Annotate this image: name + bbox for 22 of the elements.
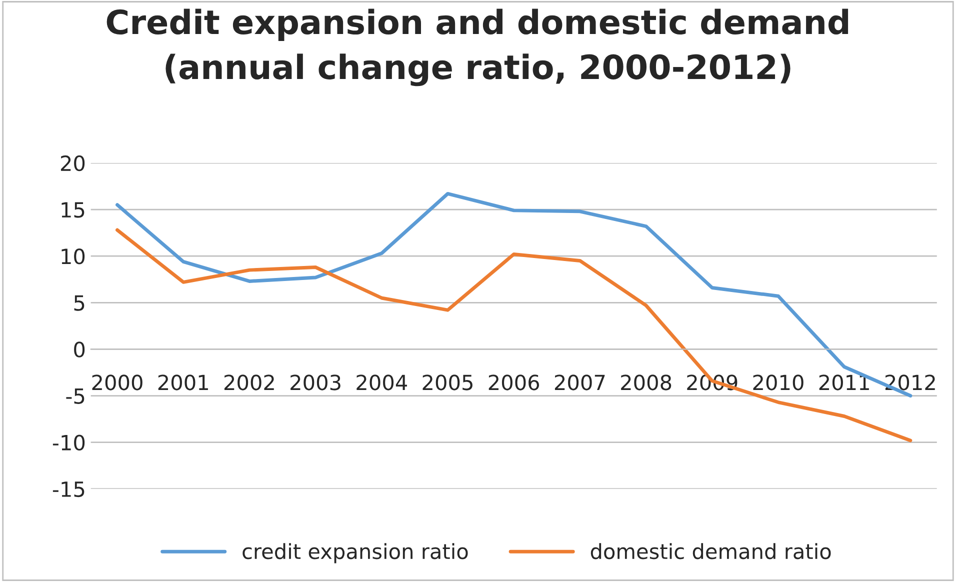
x-tick-label: 2005 — [422, 374, 472, 390]
y-tick-label: -15 — [52, 482, 84, 498]
x-tick-label: 2008 — [621, 374, 672, 390]
x-tick-label: 2004 — [356, 374, 407, 390]
x-tick-label: 2006 — [488, 374, 540, 390]
x-tick-label: 2002 — [224, 374, 274, 390]
y-tick-label: 10 — [62, 248, 85, 264]
x-tick-label: 2010 — [753, 374, 804, 390]
x-tick-label: 2007 — [554, 374, 605, 390]
x-tick-label: 2003 — [290, 374, 340, 390]
x-tick-label: 2001 — [158, 374, 208, 390]
legend-label: credit expansion ratio — [242, 543, 468, 564]
chart-title: Credit expansion and domestic demand (annual change ratio, 2000-2012) — [106, 8, 848, 86]
y-tick-label: -5 — [66, 388, 84, 404]
legend-label: domestic demand ratio — [590, 543, 831, 560]
y-tick-label: 5 — [74, 295, 84, 311]
y-tick-label: 15 — [62, 202, 84, 218]
y-tick-label: 0 — [74, 342, 85, 358]
x-tick-label: 2011 — [819, 374, 869, 390]
y-tick-label: -10 — [52, 434, 85, 451]
x-tick-label: 2000 — [92, 374, 142, 390]
y-tick-label: 20 — [60, 155, 85, 172]
